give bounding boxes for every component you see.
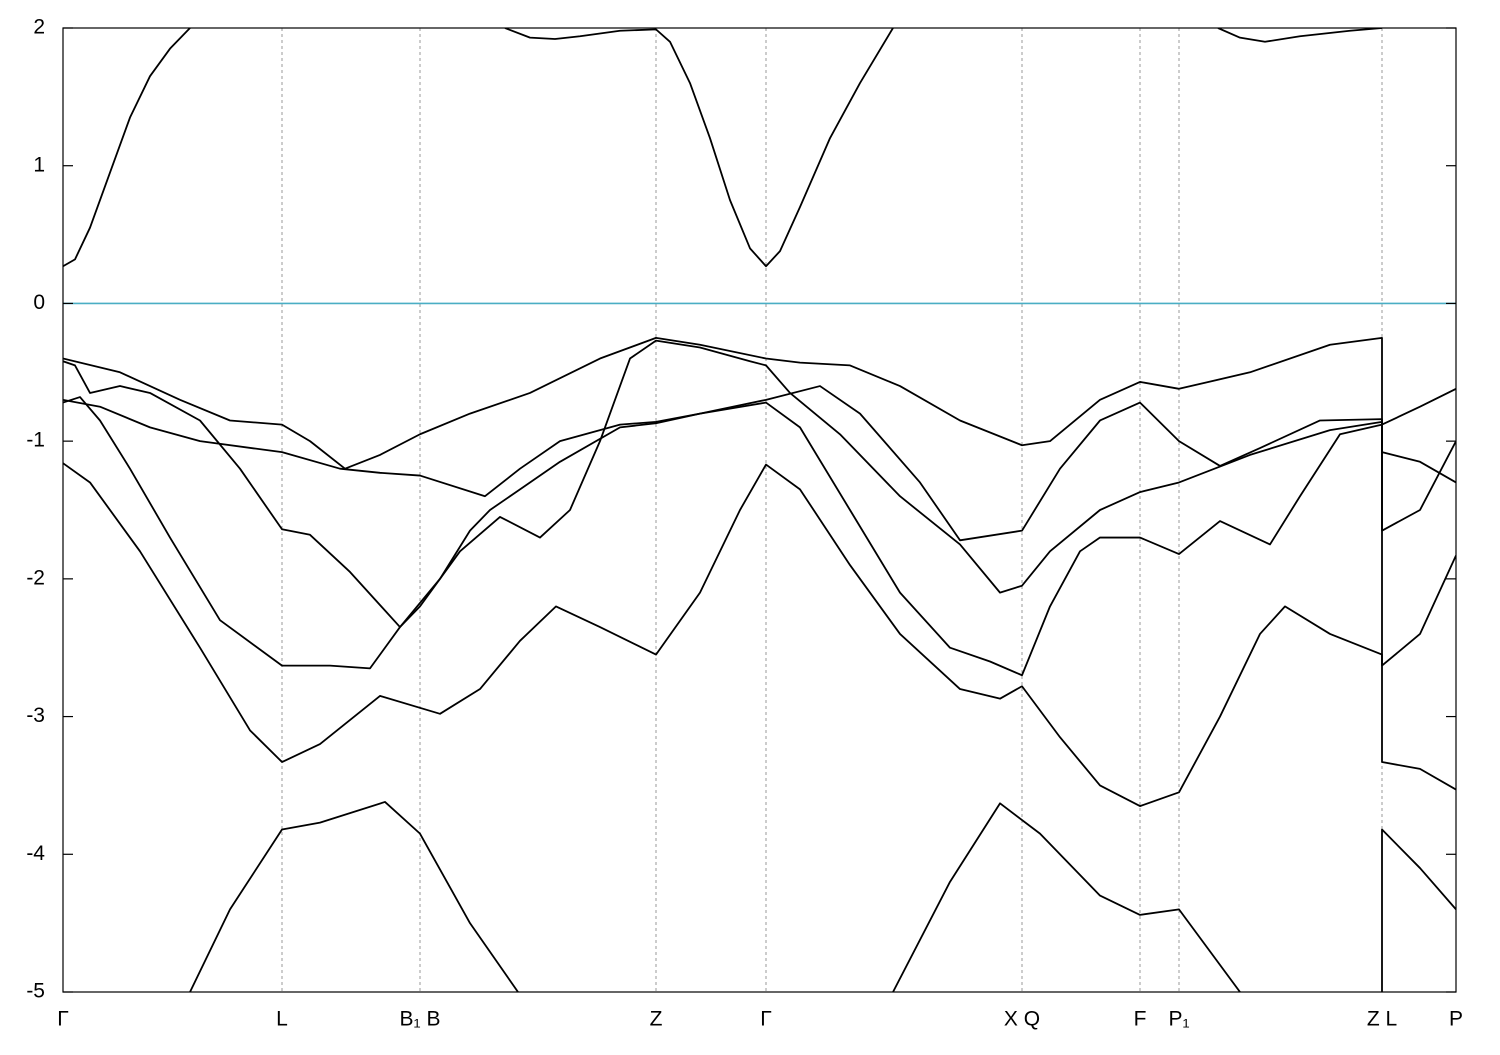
x-tick-label: X Q — [1004, 1008, 1040, 1031]
y-tick-label: -2 — [26, 566, 45, 589]
x-tick-label: P₁ — [1168, 1008, 1189, 1031]
plot-frame — [62, 27, 1457, 993]
y-tick-label: -1 — [26, 429, 45, 452]
x-tick-label: P — [1449, 1008, 1463, 1031]
y-tick-label: -4 — [26, 842, 45, 865]
x-tick-label: Z — [650, 1008, 663, 1031]
band-line — [189, 801, 1456, 992]
band-line — [63, 462, 1456, 807]
grid — [281, 28, 1383, 992]
x-tick-label: L — [276, 1008, 288, 1031]
x-tick-label: Γ — [760, 1008, 772, 1031]
band-line — [63, 385, 1456, 542]
band-line — [63, 336, 1456, 470]
y-tick-label: 0 — [33, 291, 45, 314]
y-tick-label: -3 — [26, 704, 45, 727]
band-line — [63, 28, 1383, 268]
band-line — [63, 339, 1456, 628]
y-tick-label: -5 — [26, 980, 45, 1003]
y-tick-label: 1 — [33, 153, 45, 176]
x-tick-label: Z L — [1367, 1008, 1397, 1031]
x-tick-label: F — [1134, 1008, 1147, 1031]
y-tick-label: 2 — [33, 16, 45, 39]
ticks: -5 -4 -3 -2 -1 0 1 2 Γ L B₁ B Z Γ X Q F P₁ Z L P — [26, 16, 1463, 1031]
bands — [63, 28, 1456, 992]
x-tick-label: B₁ B — [400, 1008, 441, 1031]
x-tick-label: Γ — [57, 1008, 69, 1031]
band-line — [63, 396, 1456, 677]
